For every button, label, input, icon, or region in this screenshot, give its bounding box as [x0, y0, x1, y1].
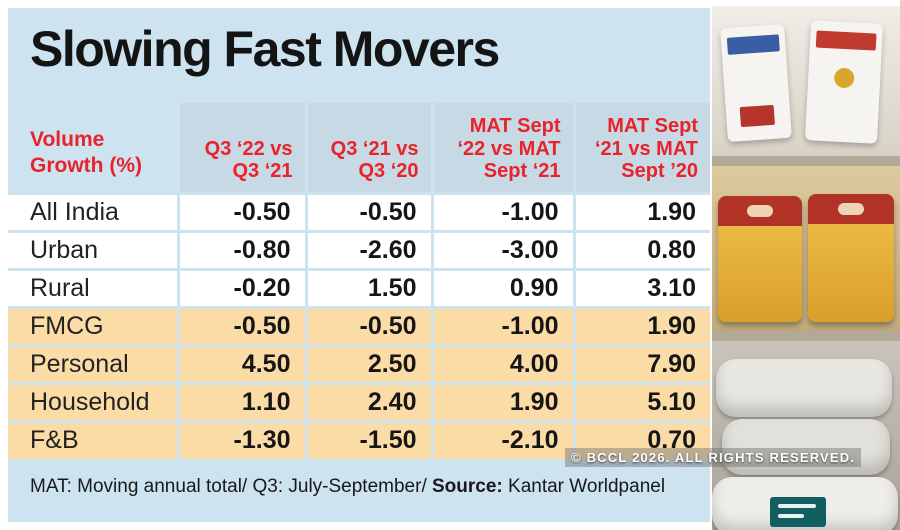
- row-value: 1.90: [572, 305, 710, 345]
- table-row: Household 1.10 2.40 1.90 5.10: [8, 381, 710, 421]
- spice-bag: [718, 196, 802, 322]
- shelf-bottom: [712, 341, 900, 530]
- row-label: F&B: [8, 419, 178, 459]
- row-value: -1.30: [176, 419, 306, 459]
- spice-bag: [808, 194, 894, 322]
- table-row: F&B -1.30 -1.50 -2.10 0.70: [8, 419, 710, 459]
- shelf-edge: [712, 331, 900, 341]
- table-panel: Slowing Fast Movers Volume Growth (%) Q3…: [8, 8, 710, 522]
- row-value: 2.40: [304, 381, 432, 421]
- column-header-mat22: MAT Sept ‘22 vs MAT Sept ‘21: [430, 103, 574, 193]
- row-value: 5.10: [572, 381, 710, 421]
- table-body: All India -0.50 -0.50 -1.00 1.90 Urban -…: [8, 191, 710, 459]
- row-value: 4.00: [430, 343, 574, 383]
- pack-label-band: [815, 30, 877, 51]
- rice-pack: [804, 20, 884, 144]
- column-header-mat21: MAT Sept ‘21 vs MAT Sept ’20: [572, 103, 710, 193]
- row-value: 1.10: [176, 381, 306, 421]
- row-label: Urban: [8, 229, 178, 269]
- row-value: 1.90: [572, 191, 710, 231]
- pack-label-band: [726, 34, 780, 55]
- row-value: -1.00: [430, 305, 574, 345]
- shelf-middle: [712, 166, 900, 331]
- row-value: -3.00: [430, 229, 574, 269]
- row-value: -0.20: [176, 267, 306, 307]
- row-value: 1.50: [304, 267, 432, 307]
- footnote-text: MAT: Moving annual total/ Q3: July-Septe…: [30, 476, 427, 497]
- row-value: -0.50: [176, 305, 306, 345]
- row-value: -2.10: [430, 419, 574, 459]
- growth-table: Volume Growth (%) Q3 ‘22 vs Q3 ‘21 Q3 ‘2…: [8, 103, 710, 459]
- row-label: All India: [8, 191, 178, 231]
- table-header-row: Volume Growth (%) Q3 ‘22 vs Q3 ‘21 Q3 ‘2…: [8, 103, 710, 193]
- corner-header: Volume Growth (%): [30, 128, 142, 178]
- row-value: -0.80: [176, 229, 306, 269]
- shelf-edge: [712, 156, 900, 166]
- row-value: 3.10: [572, 267, 710, 307]
- row-value: 2.50: [304, 343, 432, 383]
- row-value: -0.50: [176, 191, 306, 231]
- row-label: Rural: [8, 267, 178, 307]
- flour-sack: [716, 359, 892, 417]
- row-value: -0.50: [304, 305, 432, 345]
- table-row: All India -0.50 -0.50 -1.00 1.90: [8, 191, 710, 231]
- row-label: Household: [8, 381, 178, 421]
- price-tag: [770, 497, 826, 527]
- row-label: Personal: [8, 343, 178, 383]
- bag-label-band: [718, 196, 802, 226]
- row-value: 0.70: [572, 419, 710, 459]
- row-value: 1.90: [430, 381, 574, 421]
- row-value: -0.50: [304, 191, 432, 231]
- column-header-q321: Q3 ‘21 vs Q3 ‘20: [304, 103, 432, 193]
- table-row: Urban -0.80 -2.60 -3.00 0.80: [8, 229, 710, 269]
- source-label: Source:: [432, 476, 503, 497]
- page-title: Slowing Fast Movers: [30, 21, 500, 77]
- row-value: 7.90: [572, 343, 710, 383]
- row-value: 0.80: [572, 229, 710, 269]
- rice-pack: [720, 23, 792, 143]
- table-row: Personal 4.50 2.50 4.00 7.90: [8, 343, 710, 383]
- pack-logo-chip: [739, 104, 775, 128]
- source-value: Kantar Worldpanel: [508, 476, 666, 497]
- shelf-top: [712, 6, 900, 156]
- row-value: -1.00: [430, 191, 574, 231]
- row-value: 4.50: [176, 343, 306, 383]
- table-row: Rural -0.20 1.50 0.90 3.10: [8, 267, 710, 307]
- footnote: MAT: Moving annual total/ Q3: July-Septe…: [30, 476, 665, 498]
- shelf-photo: [712, 6, 900, 530]
- copyright-watermark: © BCCL 2026. ALL RIGHTS RESERVED.: [565, 448, 862, 467]
- bag-label-band: [808, 194, 894, 224]
- flour-sack: [722, 419, 890, 475]
- row-value: -1.50: [304, 419, 432, 459]
- row-value: -2.60: [304, 229, 432, 269]
- row-label: FMCG: [8, 305, 178, 345]
- column-header-q322: Q3 ‘22 vs Q3 ‘21: [176, 103, 306, 193]
- pack-logo-dot: [833, 67, 855, 89]
- table-row: FMCG -0.50 -0.50 -1.00 1.90: [8, 305, 710, 345]
- row-value: 0.90: [430, 267, 574, 307]
